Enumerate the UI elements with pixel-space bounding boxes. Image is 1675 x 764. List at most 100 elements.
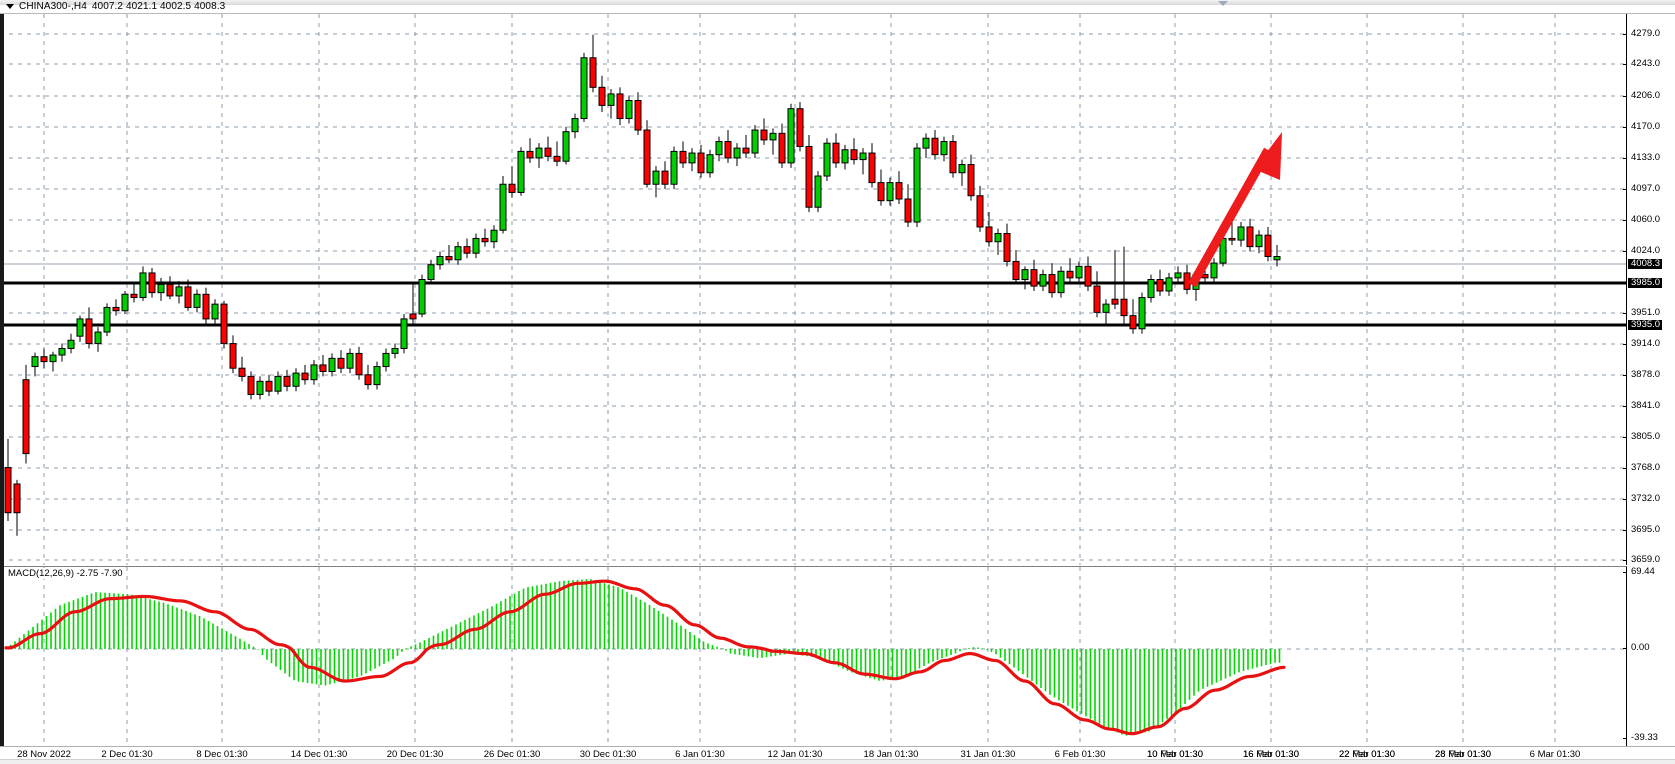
symbol-info-row: CHINA300-,H4 4007.2 4021.1 4002.5 4008.3 xyxy=(6,1,225,12)
candle xyxy=(1183,264,1191,295)
ohlc-values-label: 4007.2 4021.1 4002.5 4008.3 xyxy=(91,1,226,12)
date-axis-label: 30 Dec 01:30 xyxy=(579,749,637,760)
date-axis-label: 16 Mar 01:30 xyxy=(1243,749,1299,760)
candle xyxy=(544,136,552,162)
candle xyxy=(733,143,741,167)
price-tick-label: 3805.0 xyxy=(1631,431,1661,442)
price-scale-axis[interactable]: 4279.0 4243.0 4206.0 4170.0 4133.0 4097.0 4060… xyxy=(1623,14,1675,746)
date-axis-label: 6 Feb 01:30 xyxy=(1054,749,1106,760)
candle xyxy=(409,284,417,324)
pane-resize-handle-icon[interactable] xyxy=(1218,1,1228,6)
price-tick-label: 3878.0 xyxy=(1631,369,1661,380)
scale-tick-mark xyxy=(1623,158,1627,159)
candle xyxy=(1237,222,1245,247)
candle xyxy=(427,259,435,285)
candle xyxy=(1012,249,1020,285)
candle xyxy=(1264,226,1272,262)
candle xyxy=(13,479,21,536)
price-tick-label: 4133.0 xyxy=(1631,152,1661,163)
chart-title-bar xyxy=(0,0,1675,14)
candle xyxy=(256,376,264,400)
candle xyxy=(1255,230,1263,254)
candle xyxy=(985,212,993,247)
candle xyxy=(445,245,453,264)
left-axis-bar xyxy=(0,14,4,746)
candle xyxy=(364,364,372,390)
date-axis-label: 6 Jan 01:30 xyxy=(675,749,725,760)
candle xyxy=(1048,263,1056,298)
candle xyxy=(625,95,633,124)
macd-indicator-pane[interactable] xyxy=(0,566,1627,746)
candle xyxy=(238,356,246,382)
price-tick-label: 3732.0 xyxy=(1631,493,1661,504)
candle xyxy=(202,287,210,324)
candle xyxy=(292,368,300,392)
triangle-down-icon[interactable] xyxy=(6,4,14,9)
candle xyxy=(688,148,696,172)
price-tick-label: 4170.0 xyxy=(1631,121,1661,132)
candle xyxy=(454,241,462,265)
candle xyxy=(1165,272,1173,296)
candle xyxy=(1021,266,1029,290)
date-axis-label: 28 Mar 01:30 xyxy=(1435,749,1491,760)
scale-tick-mark xyxy=(1623,437,1627,438)
price-tick-label: 4279.0 xyxy=(1631,28,1661,39)
candle xyxy=(1003,223,1011,267)
candle xyxy=(139,266,147,301)
candle xyxy=(778,123,786,168)
price-tick-label: 3914.0 xyxy=(1631,338,1661,349)
candle xyxy=(661,161,669,190)
candle xyxy=(922,133,930,158)
price-tick-highlight: 3935.0 xyxy=(1628,320,1663,330)
candle xyxy=(1273,245,1281,267)
candle xyxy=(652,166,660,198)
macd-chart-svg xyxy=(0,567,1626,746)
candle xyxy=(1030,259,1038,291)
price-tick-label: 4060.0 xyxy=(1631,214,1661,225)
candle xyxy=(679,141,687,168)
candle xyxy=(805,134,813,213)
scale-tick-mark xyxy=(1623,34,1627,35)
price-tick-highlight: 3985.0 xyxy=(1628,278,1663,288)
candle xyxy=(670,146,678,190)
candle xyxy=(472,233,480,259)
candle xyxy=(553,141,561,167)
price-chart-svg xyxy=(0,14,1626,565)
candle xyxy=(274,371,282,395)
candle xyxy=(1102,299,1110,324)
scale-tick-mark xyxy=(1623,375,1627,376)
candle xyxy=(886,177,894,206)
candle xyxy=(814,171,822,213)
candle xyxy=(967,154,975,201)
candle xyxy=(400,313,408,354)
candle xyxy=(382,348,390,372)
candle xyxy=(724,130,732,163)
candle xyxy=(355,346,363,380)
date-axis-label: 14 Dec 01:30 xyxy=(290,749,348,760)
candle xyxy=(1093,271,1101,318)
candle xyxy=(535,143,543,168)
candle xyxy=(436,251,444,270)
candle xyxy=(22,364,30,464)
candle xyxy=(184,279,192,311)
price-tick-label: 4024.0 xyxy=(1631,245,1661,256)
candle xyxy=(598,75,606,112)
price-chart-pane[interactable] xyxy=(0,14,1627,565)
scale-tick-mark xyxy=(1623,220,1627,221)
date-axis-label: 6 Mar 01:30 xyxy=(1529,749,1581,760)
scale-tick-mark xyxy=(1623,406,1627,407)
candle xyxy=(607,88,615,119)
macd-signal-line xyxy=(4,579,1286,736)
price-tick-label: 3951.0 xyxy=(1631,307,1661,318)
candle xyxy=(220,300,228,349)
candle xyxy=(958,159,966,186)
price-tick-highlight: 4008.3 xyxy=(1628,259,1663,269)
candle xyxy=(841,144,849,170)
candle xyxy=(895,171,903,204)
candle xyxy=(589,34,597,93)
candle xyxy=(265,374,273,397)
candle xyxy=(868,143,876,188)
candle xyxy=(166,276,174,300)
candle xyxy=(1210,258,1218,283)
candle xyxy=(850,138,858,165)
